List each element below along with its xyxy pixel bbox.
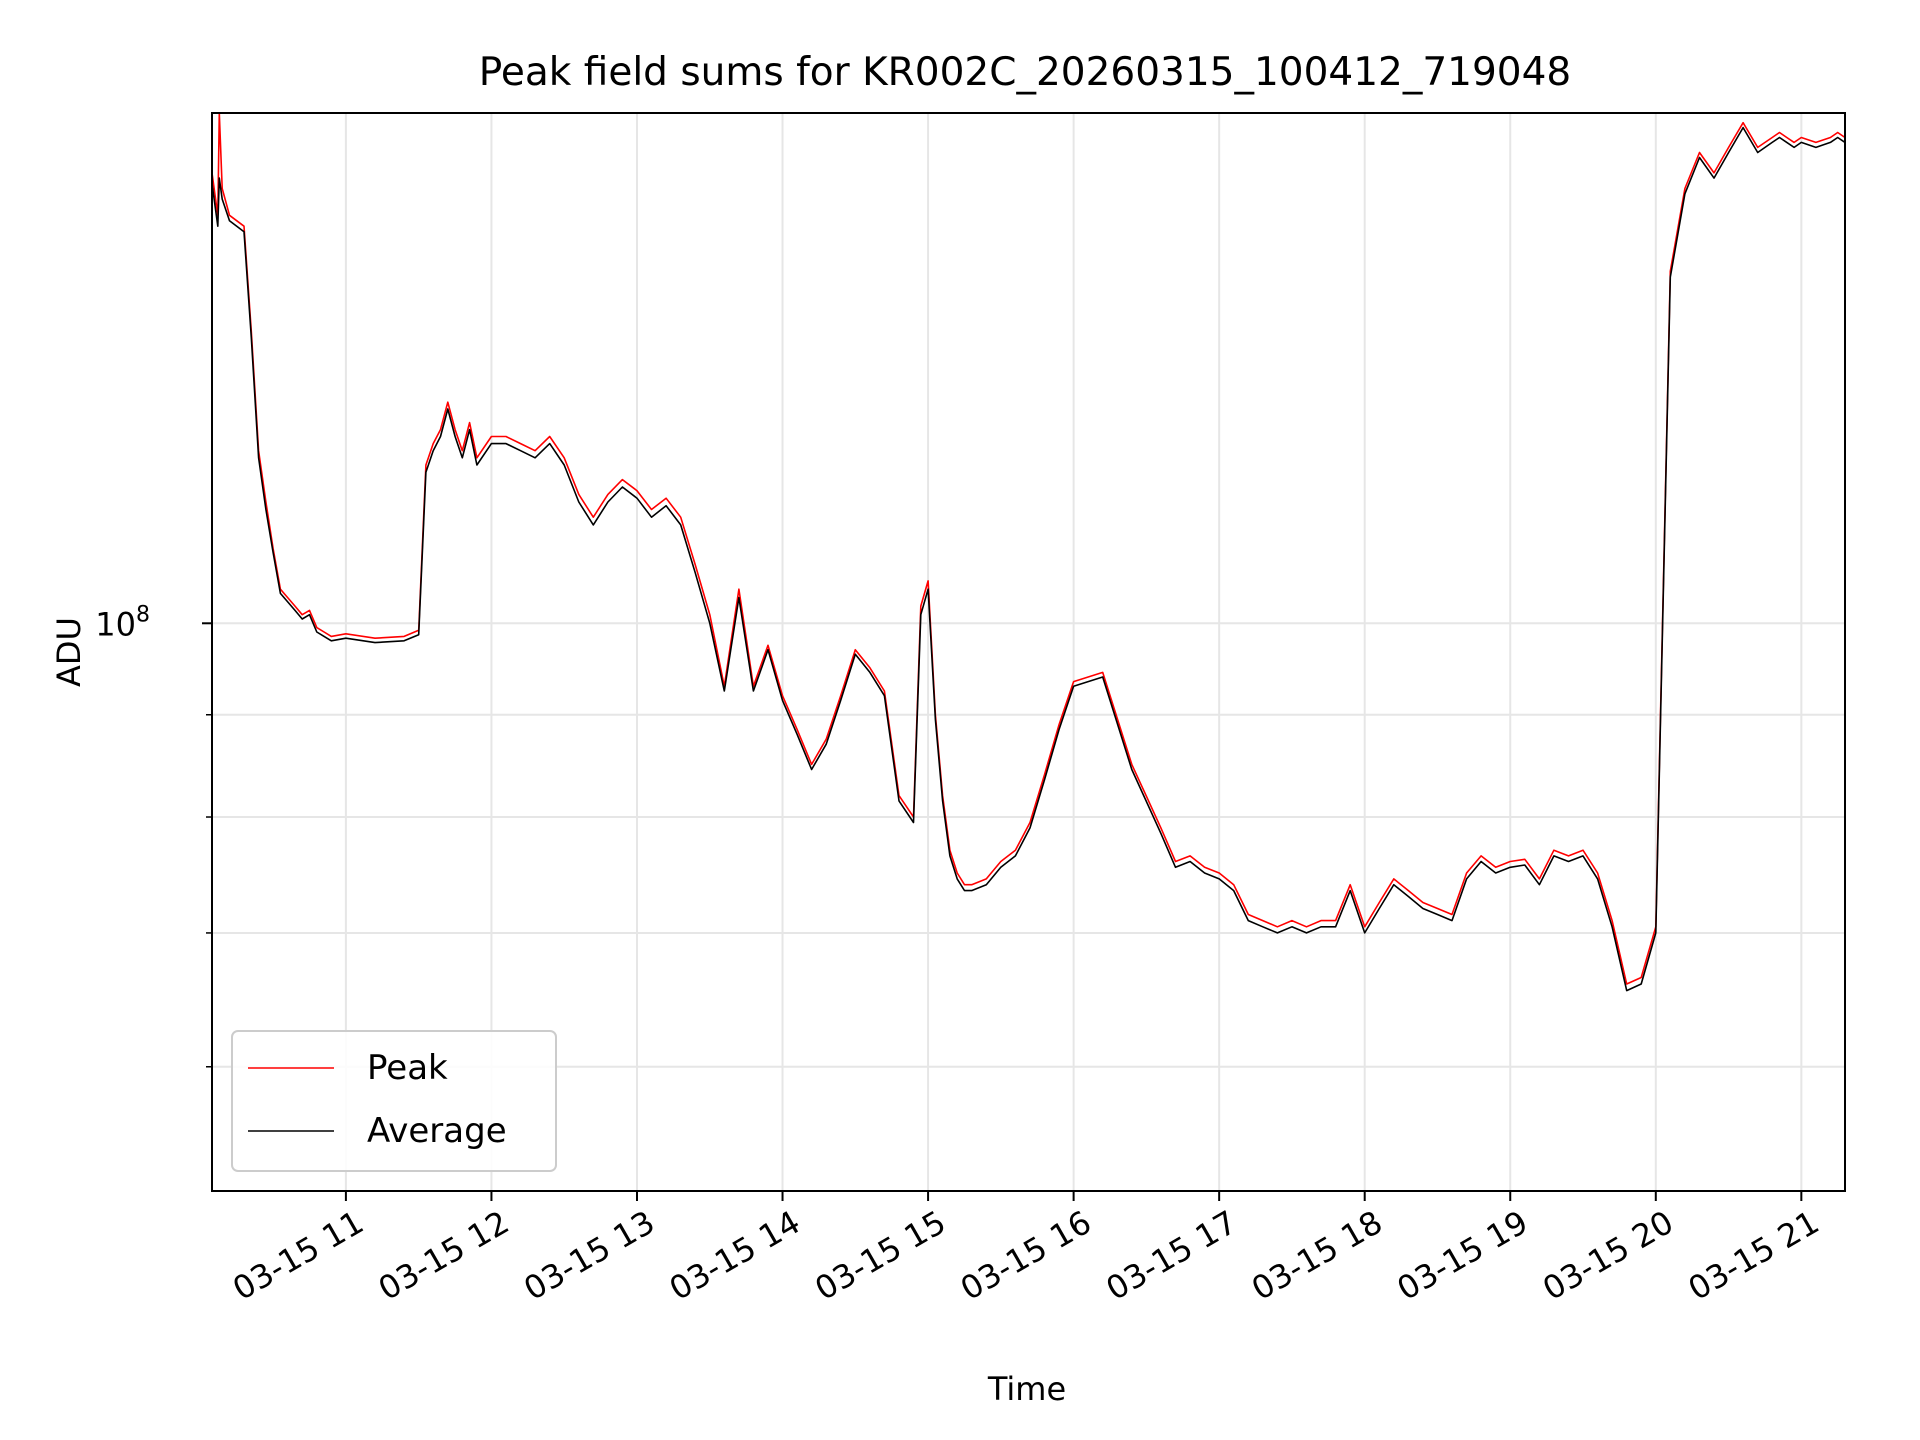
x-axis-label: Time [987,1370,1066,1408]
y-axis-label: ADU [50,617,88,687]
plot-frame [211,112,1846,1192]
series-lines [211,112,1846,992]
legend-peak-label: Peak [367,1048,448,1088]
series-line-average [211,126,1846,992]
y-tick-label: 108 [95,602,150,643]
y-tick-label-base: 10 [95,605,136,643]
legend-average-label: Average [367,1111,507,1151]
chart-title: Peak field sums for KR002C_20260315_1004… [479,50,1571,95]
legend-box [231,1030,557,1172]
y-tick-label-exponent: 8 [136,602,150,627]
grid [212,113,1845,1191]
legend: Peak Average [231,1030,557,1172]
